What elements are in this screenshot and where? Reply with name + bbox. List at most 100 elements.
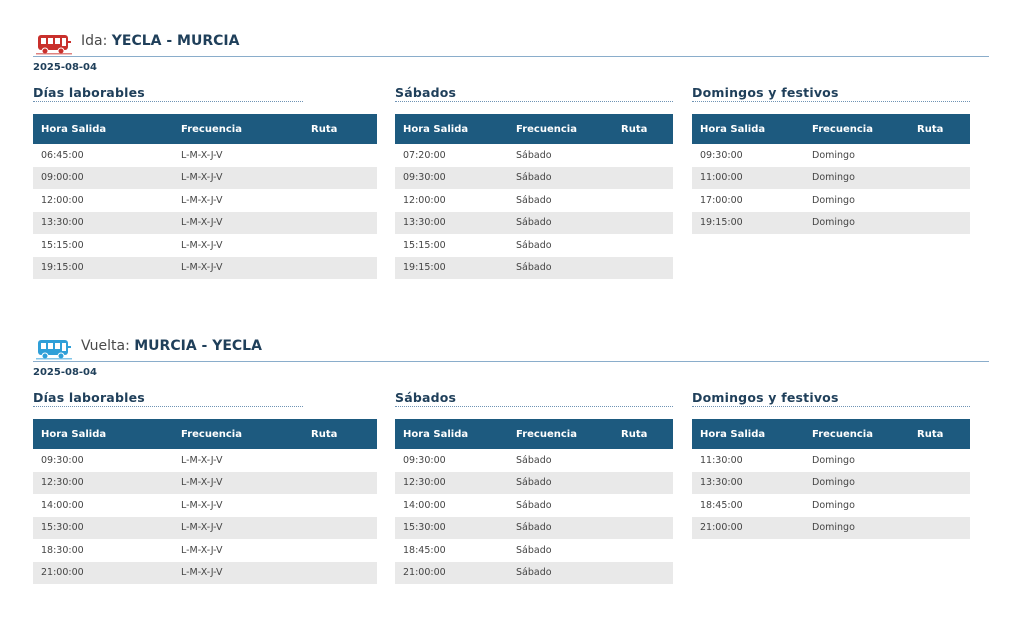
route-header: Ida: YECLA - MURCIA [33,28,989,58]
column-header: Frecuencia [173,419,303,449]
table-cell [613,471,673,494]
table-cell: 21:00:00 [33,561,173,584]
table-cell: 09:30:00 [41,454,84,466]
schedule-table: Hora Salida Frecuencia Ruta 09:30:00 Domingo… [692,114,970,234]
table-cell: Sábado [516,194,552,206]
table-cell: 06:45:00 [41,149,84,161]
table-row: 09:30:00 L-M-X-J-V [33,449,377,472]
column-header: Ruta [303,419,377,449]
table-cell: 15:15:00 [41,239,84,251]
schedule-section: Sábados Hora Salida Frecuencia Ruta 07:20:00… [395,85,673,279]
table-cell [303,449,377,472]
schedule-table: Hora Salida Frecuencia Ruta 09:30:00 L-M-X-J… [33,419,377,584]
table-cell: Sábado [508,471,613,494]
section-title: Días laborables [33,85,303,102]
table-cell: 18:45:00 [403,544,446,556]
schedule-section: Días laborables Hora Salida Frecuencia Ruta… [33,85,377,279]
table-cell: 18:45:00 [700,499,743,511]
table-cell [303,189,377,212]
table-row: 13:30:00 L-M-X-J-V [33,211,377,234]
table-row: 15:30:00 Sábado [395,516,673,539]
table-cell [909,494,970,517]
table-row: 15:15:00 Sábado [395,234,673,257]
table-cell [613,144,673,167]
table-row: 15:15:00 L-M-X-J-V [33,234,377,257]
table-cell: 17:00:00 [700,194,743,206]
table-row: 06:45:00 L-M-X-J-V [33,144,377,167]
table-cell: 09:30:00 [395,166,508,189]
table-cell [613,211,673,234]
route-direction: Ida: [81,33,108,49]
column-header: Ruta [909,419,970,449]
table-cell [909,144,970,167]
table-cell: 12:30:00 [33,471,173,494]
route-name: YECLA - MURCIA [111,33,240,49]
route-header: Vuelta: MURCIA - YECLA [33,333,989,363]
table-cell: 12:00:00 [41,194,84,206]
table-row: 09:00:00 L-M-X-J-V [33,166,377,189]
table-row: 13:30:00 Sábado [395,211,673,234]
table-cell [303,211,377,234]
schedule-section: Domingos y festivos Hora Salida Frecuencia… [692,85,970,234]
table-row: 09:30:00 Sábado [395,166,673,189]
column-header: Ruta [613,114,673,144]
table-cell: Sábado [508,516,613,539]
table-cell: 14:00:00 [41,499,84,511]
table-cell: 19:15:00 [692,211,804,234]
table-cell: 13:30:00 [395,211,508,234]
route-title: Ida: YECLA - MURCIA [81,33,239,49]
table-row: 07:20:00 Sábado [395,144,673,167]
table-cell: Domingo [812,454,855,466]
table-header-row: Hora Salida Frecuencia Ruta [33,419,377,449]
column-header: Hora Salida [33,114,173,144]
table-cell: 15:15:00 [403,239,446,251]
table-cell: 09:30:00 [403,454,446,466]
table-cell: 19:15:00 [395,256,508,279]
schedule-date: 2025-08-04 [33,62,97,73]
table-cell [303,516,377,539]
table-cell: Sábado [516,544,552,556]
table-cell [303,256,377,279]
table-cell [613,516,673,539]
table-row: 19:15:00 Sábado [395,256,673,279]
table-cell: 12:00:00 [403,194,446,206]
section-title: Domingos y festivos [692,390,970,407]
table-row: 18:30:00 L-M-X-J-V [33,539,377,562]
table-cell: L-M-X-J-V [181,194,223,206]
table-header-row: Hora Salida Frecuencia Ruta [692,419,970,449]
table-cell: 21:00:00 [395,561,508,584]
table-header-row: Hora Salida Frecuencia Ruta [395,419,673,449]
table-cell: 11:30:00 [700,454,743,466]
table-cell [303,144,377,167]
table-row: 11:00:00 Domingo [692,166,970,189]
table-cell: Domingo [812,149,855,161]
table-cell: Domingo [804,211,909,234]
bus-icon [36,337,72,361]
table-cell: L-M-X-J-V [181,239,223,251]
table-cell: Domingo [812,499,855,511]
table-row: 13:30:00 Domingo [692,471,970,494]
table-cell [613,449,673,472]
table-cell: Domingo [804,516,909,539]
table-cell [613,494,673,517]
table-header-row: Hora Salida Frecuencia Ruta [395,114,673,144]
table-row: 21:00:00 Domingo [692,516,970,539]
schedule-date: 2025-08-04 [33,367,97,378]
divider [33,361,989,362]
table-row: 15:30:00 L-M-X-J-V [33,516,377,539]
route-direction: Vuelta: [81,338,130,354]
table-cell [909,516,970,539]
column-header: Frecuencia [804,114,909,144]
table-cell: 12:30:00 [395,471,508,494]
table-row: 14:00:00 L-M-X-J-V [33,494,377,517]
table-cell [303,234,377,257]
table-row: 14:00:00 Sábado [395,494,673,517]
table-header-row: Hora Salida Frecuencia Ruta [33,114,377,144]
table-cell: 14:00:00 [403,499,446,511]
table-cell: Sábado [516,149,552,161]
table-cell: 11:00:00 [692,166,804,189]
column-header: Frecuencia [508,419,613,449]
section-title: Domingos y festivos [692,85,970,102]
table-cell [613,166,673,189]
column-header: Hora Salida [33,419,173,449]
